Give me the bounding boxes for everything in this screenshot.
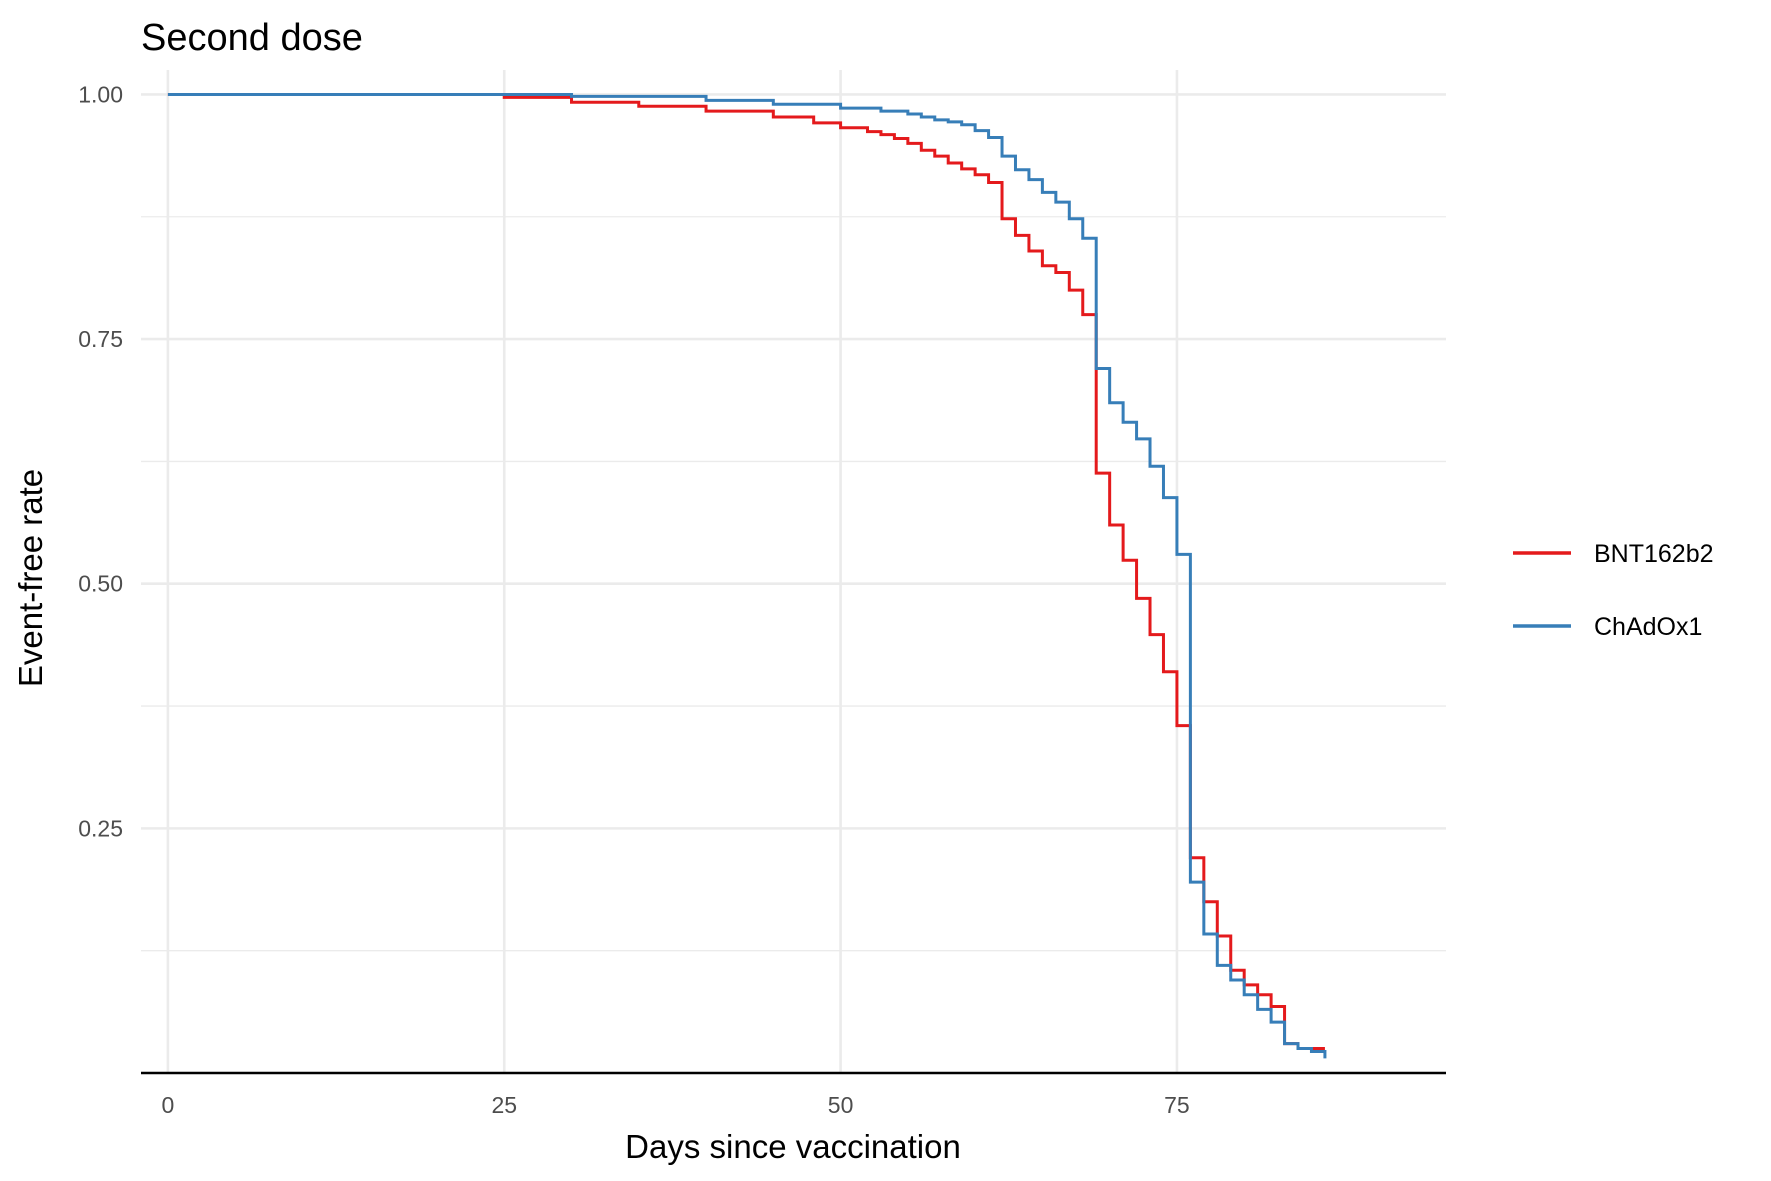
chart-title: Second dose	[141, 17, 363, 59]
y-tick-label: 1.00	[78, 81, 123, 107]
y-tick-label: 0.75	[78, 326, 123, 352]
x-tick-label: 0	[162, 1092, 175, 1118]
major-gridlines	[141, 70, 1446, 1073]
series-line-bnt162b2	[167, 92, 1325, 1051]
legend: BNT162b2 ChAdOx1	[1513, 540, 1714, 641]
y-tick-labels: 0.25 0.50 0.75 1.00	[78, 81, 123, 841]
x-axis-label: Days since vaccination	[625, 1128, 961, 1165]
x-tick-labels: 0 25 50 75	[162, 1092, 1190, 1118]
series-lines	[167, 92, 1327, 1059]
y-tick-label: 0.50	[78, 571, 123, 597]
legend-label: BNT162b2	[1594, 540, 1714, 568]
y-tick-label: 0.25	[78, 815, 123, 841]
x-tick-label: 50	[828, 1092, 854, 1118]
x-tick-label: 75	[1164, 1092, 1190, 1118]
minor-gridlines	[141, 216, 1446, 952]
x-tick-label: 25	[491, 1092, 517, 1118]
series-line-chadox1	[167, 92, 1327, 1059]
legend-label: ChAdOx1	[1594, 613, 1702, 641]
y-axis-label: Event-free rate	[12, 469, 49, 687]
